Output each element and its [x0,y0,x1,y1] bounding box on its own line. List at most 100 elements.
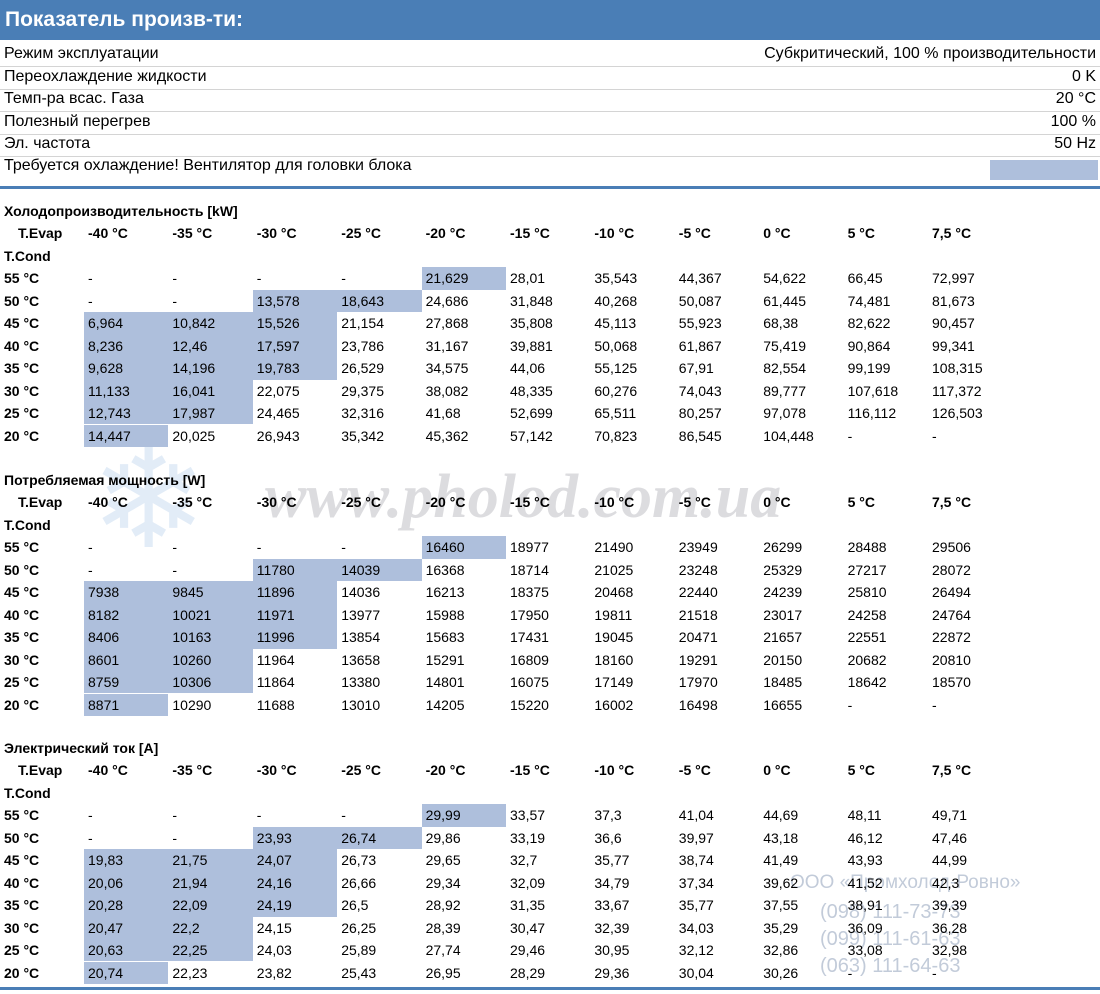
cell: 90,864 [847,337,891,354]
cell: 61,867 [678,337,722,354]
cell: 26,943 [256,427,300,444]
cell: 24,686 [425,292,469,309]
cell: - [172,807,178,824]
cell: 10290 [172,696,212,713]
row-label: 30 °C [4,919,40,936]
warning-text: Требуется охлаждение! Вентилятор для гол… [4,157,412,174]
highlight-cell [84,402,169,425]
highlight-cell [252,626,338,649]
cell: 18,643 [341,292,385,309]
cell: 16655 [763,696,803,713]
cell: 55,923 [678,315,722,332]
cell: 11864 [256,674,295,691]
cell: 23949 [678,539,718,556]
cell: 33,57 [510,807,546,824]
cell: 68,38 [763,315,799,332]
cell: 39,97 [678,829,714,846]
cell: 35,77 [678,897,714,914]
cell: 19,783 [256,360,300,377]
highlight-cell [252,894,338,917]
cell: 29506 [932,539,971,556]
highlight-cell [84,648,169,672]
cell: 35,808 [510,315,553,332]
cell: 20682 [847,651,887,668]
highlight-cell [84,871,169,895]
cell: 37,3 [594,807,622,824]
highlight-cell [84,334,169,358]
cell: 97,078 [763,405,807,422]
cell: 16213 [425,584,465,601]
highlight-cell [168,849,253,872]
cell: 43,18 [763,829,799,846]
cell: 10306 [172,674,212,691]
cell: - [847,964,853,981]
cell: 15683 [425,629,465,646]
cell: 11780 [256,561,295,578]
highlight-cell [168,939,253,962]
cell: 6,964 [88,315,124,332]
cell: 50,087 [678,292,722,309]
cell: 10,842 [172,315,216,332]
cell: 26,5 [341,897,369,914]
cell: 26494 [932,584,971,601]
cell: - [172,561,178,578]
cell: 22,23 [172,964,208,981]
cell: - [256,807,262,824]
row-label: 55 °C [4,539,40,556]
highlight-cell [168,379,253,403]
cell: 16368 [425,561,465,578]
row-label: 20 °C [4,696,40,713]
cell: - [88,292,93,309]
column-header: -25 °C [341,225,382,242]
cell: 32,39 [594,919,630,936]
cell: 13380 [341,674,381,691]
cell: 20,025 [172,427,216,444]
cell: 19,83 [88,852,124,869]
cell: 34,03 [678,919,714,936]
cell: 28,92 [425,897,461,914]
highlight-cell [337,558,422,582]
cell: 17970 [678,674,718,691]
highlight-cell [421,804,506,827]
cell: 14205 [425,696,465,713]
cell: 74,043 [678,382,722,399]
cell: 67,91 [678,360,714,377]
cell: 17149 [594,674,634,691]
row-label: 40 °C [4,874,40,891]
column-header: -10 °C [594,225,635,242]
cell: 24239 [763,584,803,601]
highlight-cell [168,357,253,380]
column-header: -40 °C [88,762,128,779]
cell: 19045 [594,629,634,646]
cell: 31,167 [425,337,469,354]
cell: 10021 [172,606,212,623]
cell: 99,199 [847,360,891,377]
row-separator [0,156,1100,158]
param-label: Темп-ра всас. Газа [4,90,144,108]
column-header: -15 °C [510,225,550,242]
highlight-cell [252,357,338,380]
highlight-cell [421,536,506,559]
highlight-cell [84,312,169,335]
cell: 21,75 [172,852,208,869]
cell: 24,465 [256,405,300,422]
cell: 13854 [341,629,381,646]
cell: - [88,539,93,556]
row-label: 50 °C [4,829,40,846]
cell: 18714 [510,561,549,578]
cell: 39,881 [510,337,553,354]
cell: 11,133 [88,382,130,399]
cell: 44,367 [678,270,722,287]
cond-label: T.Cond [4,784,51,801]
table-title: Холодопроизводительность [kW] [4,203,238,219]
cell: 27,868 [425,315,469,332]
cell: 14,447 [88,427,131,444]
cell: 18375 [510,584,549,601]
highlight-cell [252,334,338,358]
column-header: -35 °C [172,762,213,779]
cond-label: T.Cond [4,516,51,533]
highlight-cell [84,626,169,649]
highlight-cell [252,581,338,604]
cell: 16002 [594,696,634,713]
cell: 19811 [594,606,633,623]
